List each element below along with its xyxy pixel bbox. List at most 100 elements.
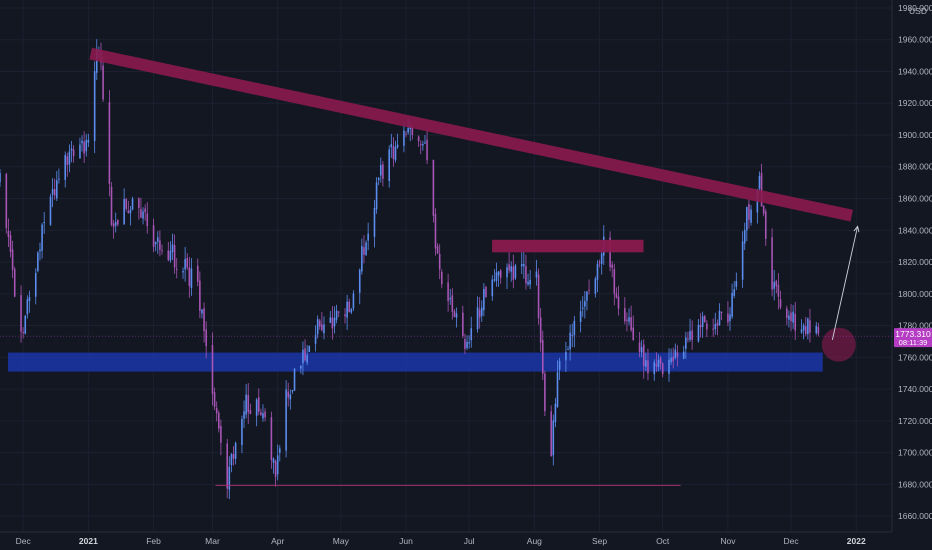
candle-body <box>316 319 319 335</box>
candle-body <box>175 268 178 270</box>
candle-body <box>447 282 449 302</box>
candle-body <box>462 312 464 337</box>
candle-body <box>571 335 574 337</box>
time-tick-label: Jul <box>464 536 475 546</box>
candle-body <box>771 237 773 290</box>
candle-body <box>485 286 487 298</box>
candles <box>0 39 820 500</box>
candle-body <box>630 317 632 331</box>
candle-body <box>541 340 544 374</box>
price-tick-label: 1900.000 <box>898 130 932 140</box>
candle-body <box>775 280 778 287</box>
candle-body <box>279 448 281 453</box>
candle-body <box>596 263 599 280</box>
candle-body <box>83 141 85 154</box>
candle-body <box>579 311 582 323</box>
candle-body <box>514 265 517 279</box>
candle-body <box>554 403 557 423</box>
time-tick-label: Apr <box>271 536 284 546</box>
candle-body <box>786 308 788 318</box>
candle-body <box>716 323 719 326</box>
candle-body <box>581 307 584 309</box>
candle-body <box>480 307 483 316</box>
candle-body <box>508 264 510 271</box>
price-tick-label: 1820.000 <box>898 257 932 267</box>
time-axis[interactable]: Dec 2021 Feb Mar Apr May Jun Jul Aug Sep Oct Nov Dec… <box>0 531 892 546</box>
candle-body <box>640 347 643 353</box>
time-tick-label: Dec <box>16 536 32 546</box>
candle-body <box>56 180 58 199</box>
candle-body <box>379 164 382 176</box>
candle-body <box>598 262 601 264</box>
candle-body <box>638 342 641 352</box>
time-tick-label: Mar <box>205 536 220 546</box>
candle-body <box>802 325 805 331</box>
candle-body <box>234 442 237 459</box>
candle-body <box>556 372 559 407</box>
candle-body <box>615 293 618 298</box>
price-tick-label: 1720.000 <box>898 416 932 426</box>
price-tick-label: 1940.000 <box>898 66 932 76</box>
candle-body <box>661 363 664 375</box>
price-tick-label: 1700.000 <box>898 448 932 458</box>
candle-body <box>20 295 22 332</box>
candle-body <box>626 319 628 321</box>
price-tick-label: 1800.000 <box>898 289 932 299</box>
candle-body <box>586 291 588 301</box>
candle-body <box>525 266 527 284</box>
candle-body <box>483 288 485 311</box>
candle-body <box>628 317 630 322</box>
candle-body <box>230 454 233 466</box>
candle-body <box>123 199 125 225</box>
candle-body <box>409 127 412 130</box>
candle-body <box>26 299 29 315</box>
support-zone <box>8 352 823 372</box>
price-tick-label: 1680.000 <box>898 479 932 489</box>
candle-body <box>470 328 473 341</box>
range-resistance-zone <box>492 239 644 253</box>
candle-body <box>807 318 809 335</box>
candle-body <box>108 102 111 184</box>
candle-body <box>687 338 689 340</box>
candle-body <box>125 198 128 209</box>
candle-body <box>388 149 390 182</box>
candle-body <box>333 317 336 327</box>
candle-body <box>588 289 590 291</box>
candle-body <box>49 196 52 225</box>
candle-body <box>706 323 708 330</box>
candle-body <box>205 329 207 347</box>
candle-body <box>314 334 317 344</box>
candle-body <box>352 293 355 309</box>
candle-body <box>584 301 586 307</box>
candle-body <box>703 316 706 323</box>
candle-body <box>762 205 765 214</box>
candle-body <box>438 253 441 270</box>
candle-body <box>37 252 39 272</box>
candle-body <box>617 296 620 309</box>
candle-body <box>529 279 531 285</box>
bar-countdown: 08:11:39 <box>899 338 928 347</box>
candle-body <box>558 360 561 370</box>
candle-body <box>329 317 332 323</box>
candle-body <box>0 173 1 183</box>
candle-body <box>171 244 174 253</box>
candle-body <box>499 270 502 278</box>
candle-body <box>668 359 670 374</box>
candle-body <box>87 139 90 143</box>
candle-body <box>735 280 738 287</box>
candle-body <box>363 247 365 255</box>
candle-body <box>611 264 613 269</box>
candle-body <box>367 233 369 241</box>
time-tick-label: 2022 <box>847 536 866 546</box>
candle-body <box>718 310 721 326</box>
candle-body <box>674 349 677 359</box>
price-axis[interactable]: USD 1980.000 1960.000 1940.000 1920.000 1900… <box>891 0 932 532</box>
candle-body <box>95 49 98 73</box>
candle-body <box>733 289 736 296</box>
candle-body <box>68 151 71 165</box>
price-tick-label: 1760.000 <box>898 352 932 362</box>
candle-body <box>453 311 456 317</box>
